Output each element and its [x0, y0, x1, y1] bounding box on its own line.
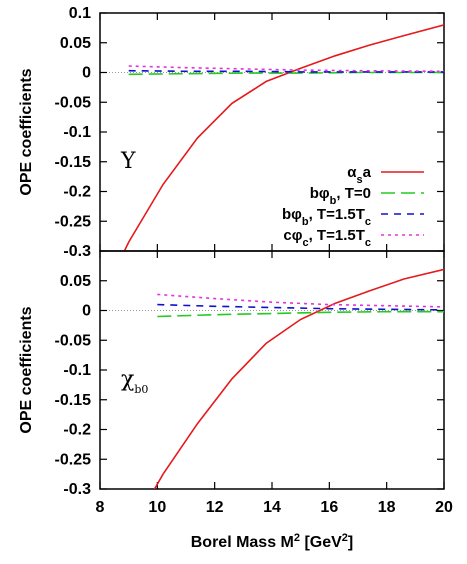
- x-tick-label: 18: [378, 499, 396, 516]
- series-line-c-c-t-1-5tc: [157, 293, 444, 308]
- series-line-c-c-t-1-5tc: [128, 65, 444, 73]
- y-axis-title: OPE coefficients: [18, 306, 35, 433]
- y-tick-label: -0.3: [63, 243, 91, 260]
- y-tick-label: -0.15: [55, 392, 92, 409]
- x-axis-title: Borel Mass M2 [GeV2]: [191, 532, 354, 551]
- y-tick-label: -0.25: [55, 451, 92, 468]
- y-tick-label: 0.05: [60, 35, 91, 52]
- series-line-b-b-t-1-5tc: [128, 69, 444, 73]
- y-tick-label: 0.1: [69, 5, 91, 22]
- x-tick-label: 10: [148, 499, 166, 516]
- y-tick-label: 0.05: [60, 273, 91, 290]
- plot-frame: [99, 12, 445, 252]
- series-line-b-b-t-1-5tc: [157, 303, 444, 311]
- y-tick-label: -0.2: [63, 184, 91, 201]
- x-tick-label: 20: [435, 499, 453, 516]
- panel-label: Υ: [120, 149, 136, 174]
- y-tick-label: -0.1: [63, 362, 91, 379]
- y-tick-label: -0.2: [63, 422, 91, 439]
- legend-entry-label: bφb, T=0: [310, 185, 371, 207]
- legend-entry-label: αsa: [347, 164, 371, 186]
- x-tick-label: 14: [263, 499, 281, 516]
- y-tick-label: -0.15: [55, 154, 92, 171]
- y-axis-title: OPE coefficients: [18, 68, 35, 195]
- x-axis: 8 10 12 14 16 18 20: [96, 499, 453, 516]
- y-tick-label: -0.1: [63, 124, 91, 141]
- series-line--sa: [153, 268, 444, 489]
- x-tick-label: 8: [96, 499, 105, 516]
- y-tick-label: -0.3: [63, 481, 91, 498]
- series-line--sa: [123, 24, 444, 251]
- y-tick-label: -0.05: [55, 332, 92, 349]
- legend-entry-label: bφb, T=1.5Tc: [282, 206, 371, 228]
- y-tick-label: 0: [82, 303, 91, 320]
- x-tick-label: 12: [206, 499, 224, 516]
- y-tick-label: -0.25: [55, 213, 92, 230]
- x-tick-label: 16: [320, 499, 338, 516]
- plot-frame: [99, 250, 445, 490]
- chi-b0-panel: 0.05 0 -0.05 -0.1 -0.15 -0.2 -0.25 -0.3 OPE coef…: [18, 250, 445, 498]
- series-line-b-b-t-0: [157, 310, 444, 318]
- y-tick-label: -0.05: [55, 94, 92, 111]
- y-tick-label: 0: [82, 65, 91, 82]
- legend-entry-label: cφc, T=1.5Tc: [283, 227, 371, 249]
- series-line-b-b-t-0: [128, 71, 444, 76]
- panel-label: χb0: [121, 367, 148, 396]
- upsilon-panel: 0.1 0.05 0 -0.05 -0.1 -0.15 -0.2 -0.25 -0.3 OPE c…: [18, 5, 445, 260]
